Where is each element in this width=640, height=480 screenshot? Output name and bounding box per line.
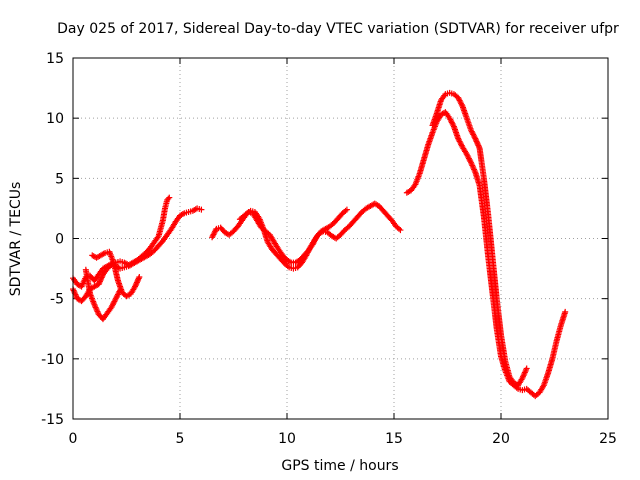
data-point (95, 281, 102, 288)
data-point (522, 368, 529, 375)
data-point (468, 161, 475, 168)
data-point (521, 369, 528, 376)
data-point (397, 227, 404, 234)
y-tick-label: 5 (55, 171, 64, 187)
y-tick-label: -5 (50, 292, 64, 308)
x-tick-label: 25 (599, 431, 617, 447)
data-point (475, 142, 482, 149)
data-point (134, 278, 141, 285)
x-tick-label: 20 (492, 431, 510, 447)
data-point (520, 373, 527, 380)
data-point (469, 163, 476, 170)
data-point (133, 280, 140, 287)
data-point (96, 279, 103, 286)
data-point (98, 275, 105, 282)
data-point (133, 279, 140, 286)
x-tick-label: 0 (69, 431, 78, 447)
data-point (70, 287, 77, 294)
data-point (521, 370, 528, 377)
data-point (469, 162, 476, 169)
data-point (71, 288, 78, 295)
data-point (91, 301, 98, 308)
data-point (97, 277, 104, 284)
data-point (471, 167, 478, 174)
data-point (470, 165, 477, 172)
data-point (132, 282, 139, 289)
data-point (98, 274, 105, 281)
y-axis-label: SDTVAR / TECUs (8, 182, 24, 297)
data-point (472, 135, 479, 142)
x-axis-label: GPS time / hours (281, 458, 398, 474)
y-tick-label: -15 (41, 412, 64, 428)
data-point (562, 308, 569, 315)
data-point (73, 292, 80, 299)
data-point (132, 283, 139, 290)
data-point (343, 206, 350, 213)
data-point (136, 274, 143, 281)
grid (73, 58, 608, 419)
data-point (92, 303, 99, 310)
y-tick-label: 10 (46, 111, 64, 127)
data-point (471, 166, 478, 173)
data-point (523, 365, 530, 372)
x-tick-label: 15 (385, 431, 403, 447)
data-point (519, 375, 526, 382)
data-point (135, 276, 142, 283)
data-point (474, 141, 481, 148)
data-point (474, 139, 481, 146)
data-point (166, 194, 173, 201)
y-tick-label: -10 (41, 352, 64, 368)
data-point (473, 138, 480, 145)
x-tick-label: 5 (176, 431, 185, 447)
data-point (94, 308, 101, 315)
data-point (165, 195, 172, 202)
y-tick-label: 0 (55, 232, 64, 248)
data-point (523, 366, 530, 373)
data-point (93, 305, 100, 312)
data-point (92, 304, 99, 311)
y-tick-label: 15 (46, 51, 64, 67)
data-point (93, 307, 100, 314)
x-tick-label: 10 (278, 431, 296, 447)
data-point (198, 206, 205, 213)
data-point (472, 136, 479, 143)
data-point (96, 278, 103, 285)
data-point (475, 143, 482, 150)
plot-frame (72, 57, 609, 420)
data-point (468, 159, 475, 166)
axis-ticks: 0 5 10 15 20 25 -15 -10 -5 0 5 10 15 (41, 51, 617, 447)
data-points (70, 89, 569, 400)
data-point (520, 372, 527, 379)
data-point (135, 275, 142, 282)
chart-title: Day 025 of 2017, Sidereal Day-to-day VTE… (57, 21, 619, 37)
